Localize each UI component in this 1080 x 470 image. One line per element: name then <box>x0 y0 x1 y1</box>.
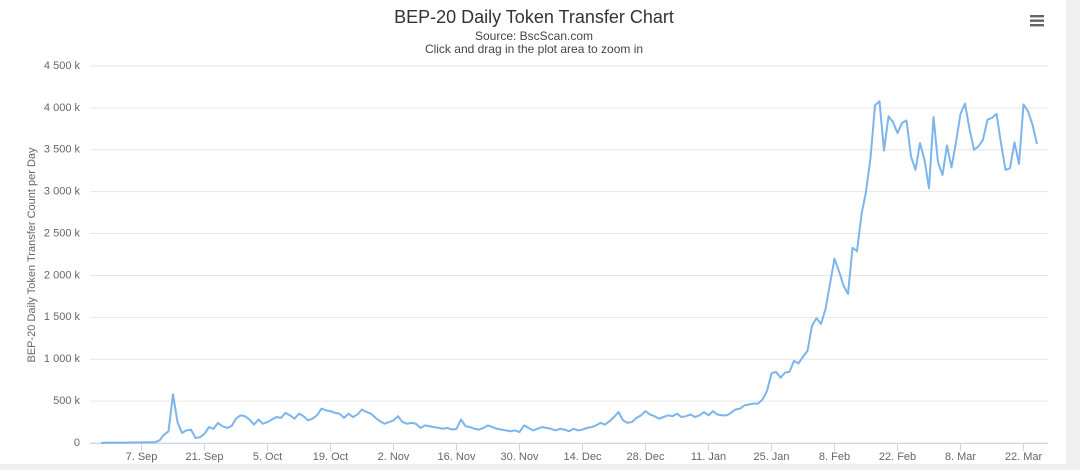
zoom-note: Click and drag in the plot area to zoom … <box>425 42 643 56</box>
x-tick-label: 25. Jan <box>753 451 789 463</box>
data-line <box>100 100 1038 444</box>
y-tick-label: 0 <box>74 437 80 449</box>
y-tick-label: 4 000 k <box>44 102 81 114</box>
x-tick-label: 16. Nov <box>438 451 476 463</box>
y-tick-label: 1 500 k <box>44 311 81 323</box>
edge <box>1066 0 1080 470</box>
menu-button[interactable] <box>1026 10 1048 30</box>
y-tick-label: 2 000 k <box>44 269 81 281</box>
chart-subtitle: Source: BscScan.com <box>475 29 593 43</box>
x-tick-label: 2. Nov <box>378 451 410 463</box>
x-tick-label: 22. Mar <box>1005 451 1043 463</box>
x-tick-label: 22. Feb <box>879 451 916 463</box>
menu-bar <box>1030 19 1044 22</box>
x-tick-label: 19. Oct <box>313 451 348 463</box>
menu-bar <box>1030 24 1044 27</box>
y-tick-label: 1 000 k <box>44 353 81 365</box>
x-tick-label: 30. Nov <box>501 451 539 463</box>
x-tick-label: 5. Oct <box>253 451 282 463</box>
x-tick-label: 14. Dec <box>564 451 602 463</box>
y-tick-label: 2 500 k <box>44 227 81 239</box>
y-tick-label: 3 000 k <box>44 186 81 198</box>
x-tick-label: 11. Jan <box>691 451 726 463</box>
y-tick-label: 4 500 k <box>44 60 81 72</box>
y-tick-label: 3 500 k <box>44 144 81 156</box>
y-axis-label: BEP-20 Daily Token Transfer Count per Da… <box>26 147 38 363</box>
x-tick-label: 8. Feb <box>819 451 850 463</box>
edge <box>0 464 1080 470</box>
menu-bar <box>1030 15 1044 18</box>
x-tick-label: 8. Mar <box>945 451 977 463</box>
x-tick-label: 28. Dec <box>627 451 665 463</box>
chart-title: BEP-20 Daily Token Transfer Chart <box>394 7 674 27</box>
x-tick-label: 21. Sep <box>186 451 224 463</box>
y-tick-label: 500 k <box>53 395 80 407</box>
x-tick-label: 7. Sep <box>126 451 158 463</box>
